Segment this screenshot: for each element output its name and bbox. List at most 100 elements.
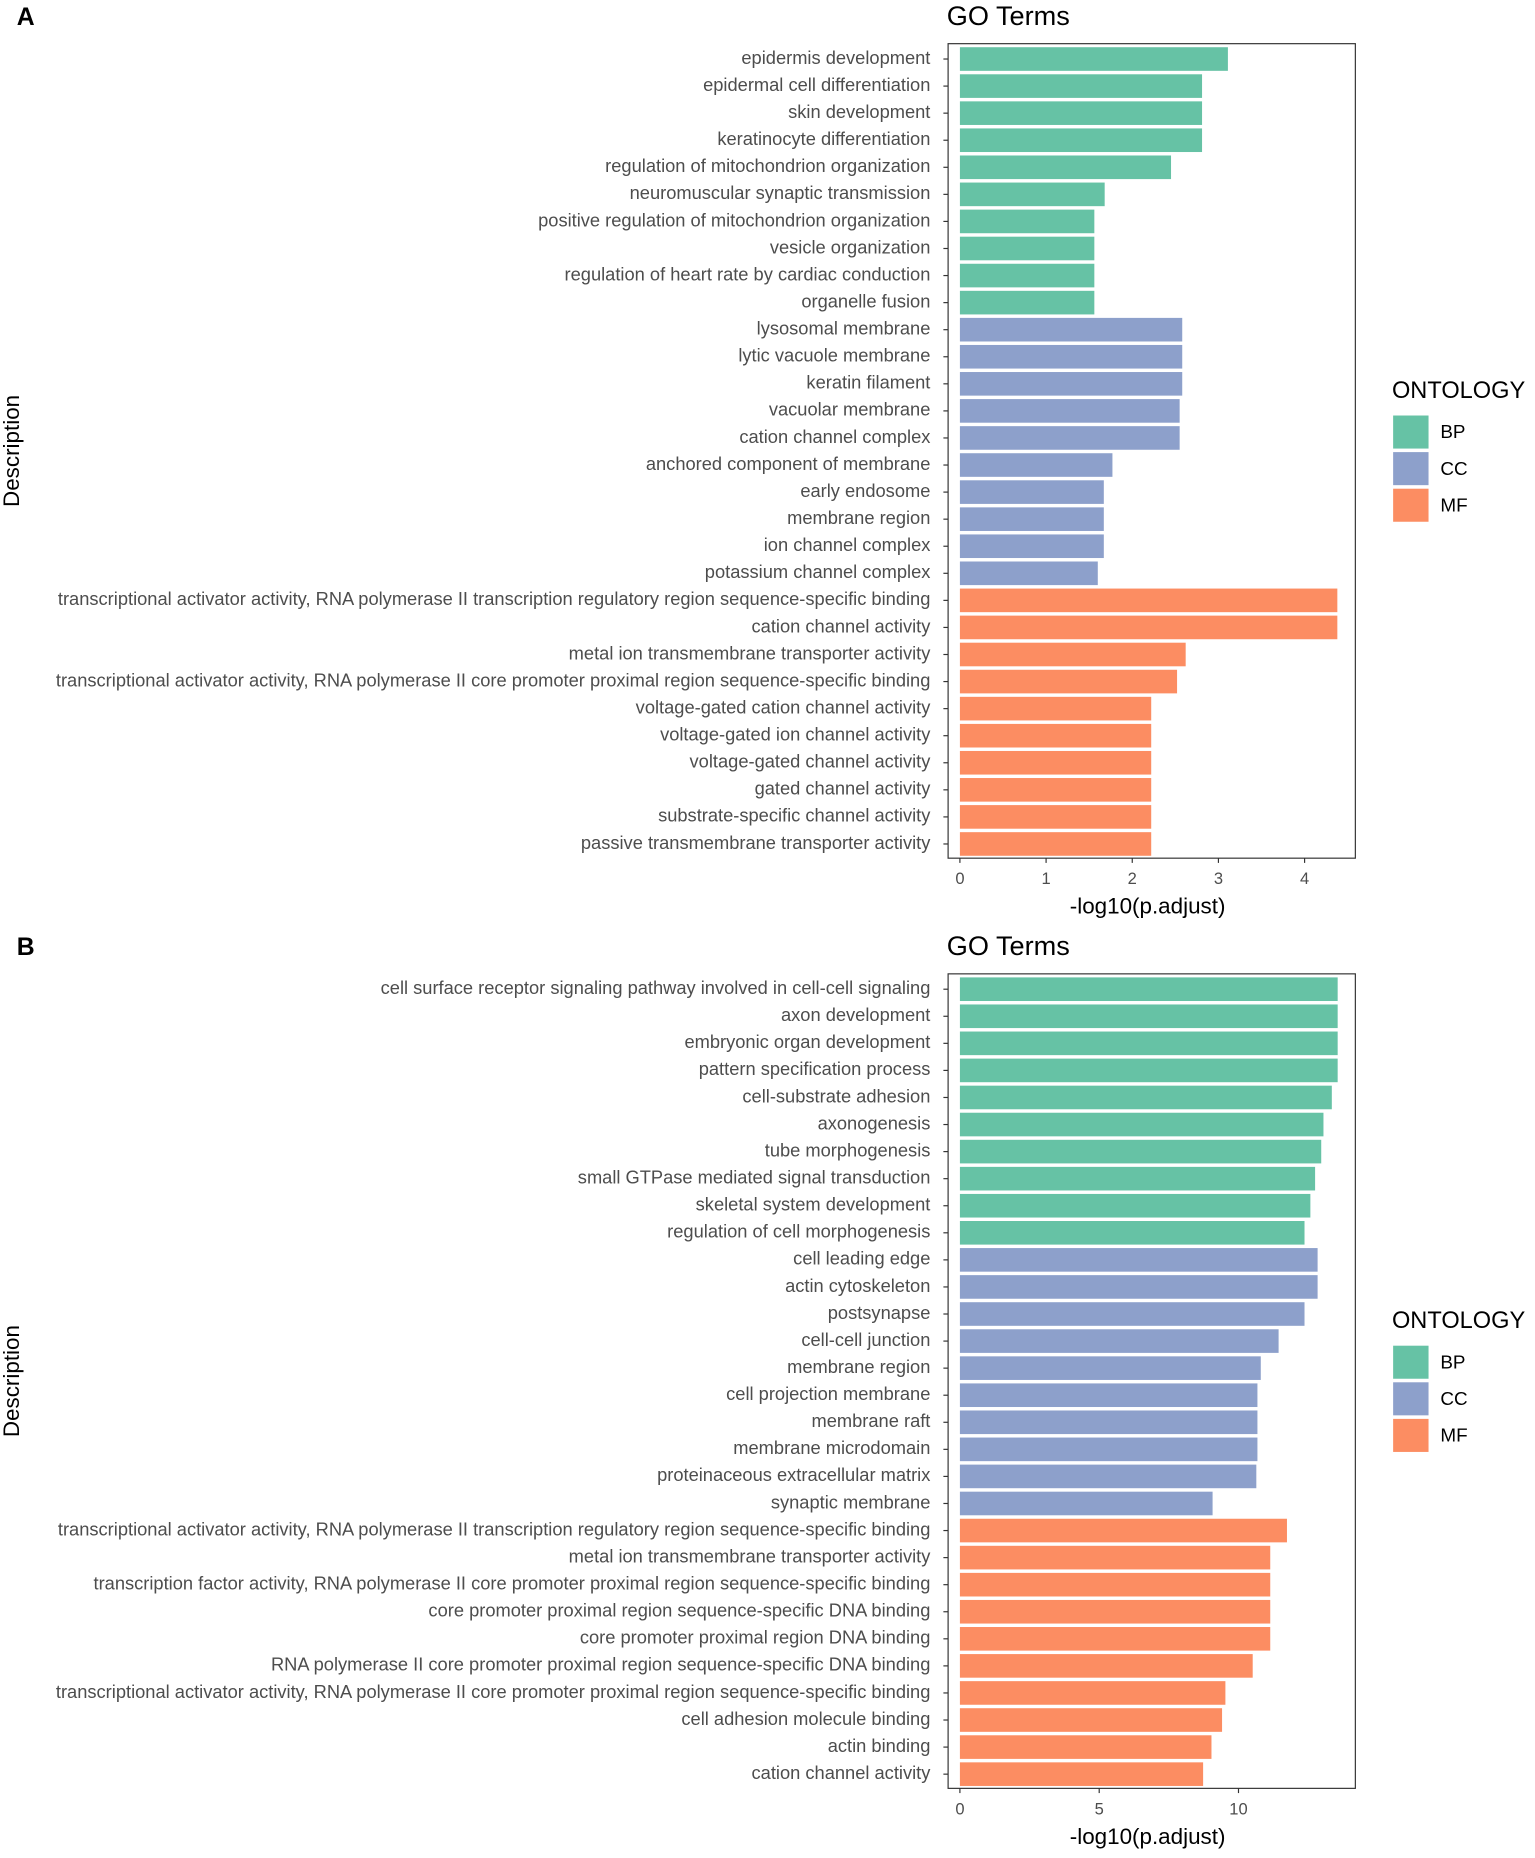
panel-a: A GO Terms epidermis development epidermal … [0, 0, 1526, 919]
legend-label-cc: CC [1440, 1389, 1467, 1410]
legend-key-cc [1393, 1382, 1429, 1416]
y-tick-label: transcriptional activator activity, RNA … [56, 1681, 931, 1702]
bar-cc [959, 480, 1104, 504]
plot-border [947, 973, 1356, 1789]
y-tick-label: axonogenesis [818, 1112, 931, 1133]
y-tick-label: cell leading edge [793, 1248, 930, 1269]
bar-bp [959, 263, 1095, 288]
legend-label-mf: MF [1440, 495, 1467, 516]
bar-bp [959, 182, 1105, 207]
y-tick-label: axon development [781, 1004, 930, 1025]
bar-bp [959, 290, 1095, 315]
y-tick-label: proteinaceous extracellular matrix [657, 1464, 930, 1485]
chart-title: GO Terms [947, 930, 1070, 961]
x-tick-label: 1 [1041, 869, 1050, 888]
bar-cc [959, 561, 1098, 586]
bar-bp [959, 1166, 1316, 1191]
y-tick-label: core promoter proximal region DNA bindin… [580, 1627, 931, 1648]
bar-mf [959, 1572, 1271, 1597]
bar-mf [959, 696, 1152, 721]
legend-key-bp [1393, 415, 1429, 449]
x-axis-title: -log10(p.adjust) [1070, 894, 1226, 919]
y-tick-label: lysosomal membrane [757, 318, 931, 339]
y-tick-label: vesicle organization [770, 236, 931, 257]
bar-mf [959, 642, 1186, 667]
bar-bp [959, 1193, 1311, 1218]
x-tick-label: 0 [955, 869, 964, 888]
y-tick-label: voltage-gated channel activity [690, 751, 932, 772]
y-tick-label: embryonic organ development [684, 1031, 930, 1052]
y-tick-label: cation channel complex [739, 426, 930, 447]
bar-cc [959, 1329, 1279, 1353]
y-tick-label: core promoter proximal region sequence-s… [428, 1600, 930, 1621]
y-tick-label: regulation of mitochondrion organization [605, 155, 930, 176]
y-tick-label: cell projection membrane [726, 1383, 930, 1404]
y-tick-label: regulation of cell morphogenesis [667, 1221, 930, 1242]
bar-cc [959, 1437, 1258, 1462]
bar-mf [959, 1518, 1287, 1543]
y-tick-label: gated channel activity [755, 778, 932, 799]
y-tick-label: skin development [788, 101, 930, 122]
y-axis-title: Description [0, 1325, 24, 1437]
y-tick-label: cell adhesion molecule binding [681, 1708, 930, 1729]
bar-cc [959, 534, 1104, 559]
y-tick-label: potassium channel complex [705, 561, 931, 582]
y-tick-label: cell-substrate adhesion [742, 1085, 930, 1106]
y-tick-label: synaptic membrane [771, 1491, 931, 1512]
y-tick-label: cation channel activity [752, 1762, 932, 1783]
legend-key-bp [1393, 1345, 1429, 1379]
y-tick-label: epidermis development [741, 47, 930, 68]
legend-key-cc [1393, 452, 1429, 486]
bar-cc [959, 1383, 1258, 1408]
plot-border [947, 43, 1356, 859]
bar-cc [959, 344, 1183, 369]
y-tick-label: voltage-gated cation channel activity [636, 696, 932, 717]
panel-label: B [17, 934, 35, 961]
y-tick-label: RNA polymerase II core promoter proximal… [271, 1654, 930, 1675]
y-tick-label: regulation of heart rate by cardiac cond… [565, 263, 931, 284]
bar-cc [959, 1491, 1213, 1516]
bar-mf [959, 1545, 1271, 1570]
y-tick-label: anchored component of membrane [646, 453, 931, 474]
bar-cc [959, 1275, 1318, 1299]
y-tick-label: transcriptional activator activity, RNA … [56, 669, 931, 690]
bar-bp [959, 1112, 1324, 1137]
bar-mf [959, 832, 1152, 856]
legend-key-mf [1393, 1418, 1429, 1452]
bar-bp [959, 47, 1228, 71]
y-tick-label: cell surface receptor signaling pathway … [381, 977, 931, 998]
y-tick-label: vacuolar membrane [769, 399, 931, 420]
y-tick-label: cation channel activity [752, 615, 932, 636]
x-tick-label: 3 [1214, 869, 1223, 888]
panel-label: A [17, 4, 35, 31]
bar-bp [959, 128, 1203, 153]
x-tick-label: 5 [1095, 1799, 1104, 1818]
y-tick-label: voltage-gated ion channel activity [660, 724, 931, 745]
y-tick-label: actin cytoskeleton [785, 1275, 930, 1296]
bar-mf [959, 1599, 1271, 1624]
bar-cc [959, 1410, 1258, 1435]
y-tick-label: membrane region [787, 507, 930, 528]
bar-mf [959, 805, 1152, 829]
y-tick-label: membrane microdomain [733, 1437, 930, 1458]
bar-cc [959, 399, 1180, 423]
y-tick-label: cell-cell junction [801, 1329, 930, 1350]
y-tick-label: membrane raft [812, 1410, 931, 1431]
bar-mf [959, 723, 1152, 748]
x-tick-label: 4 [1300, 869, 1309, 888]
y-tick-label: transcriptional activator activity, RNA … [58, 588, 931, 609]
y-tick-label: lytic vacuole membrane [738, 345, 930, 366]
y-tick-label: tube morphogenesis [765, 1139, 931, 1160]
legend-label-cc: CC [1440, 459, 1467, 480]
bar-cc [959, 1356, 1261, 1380]
legend-title: ONTOLOGY [1392, 378, 1526, 404]
bar-cc [959, 453, 1113, 477]
panel-b: B GO Terms cell surface receptor signaling… [0, 930, 1526, 1849]
bar-mf [959, 750, 1152, 775]
y-tick-label: actin binding [828, 1735, 931, 1756]
bar-mf [959, 1762, 1204, 1786]
bar-cc [959, 317, 1183, 342]
bar-cc [959, 507, 1104, 531]
y-tick-label: keratin filament [806, 372, 930, 393]
